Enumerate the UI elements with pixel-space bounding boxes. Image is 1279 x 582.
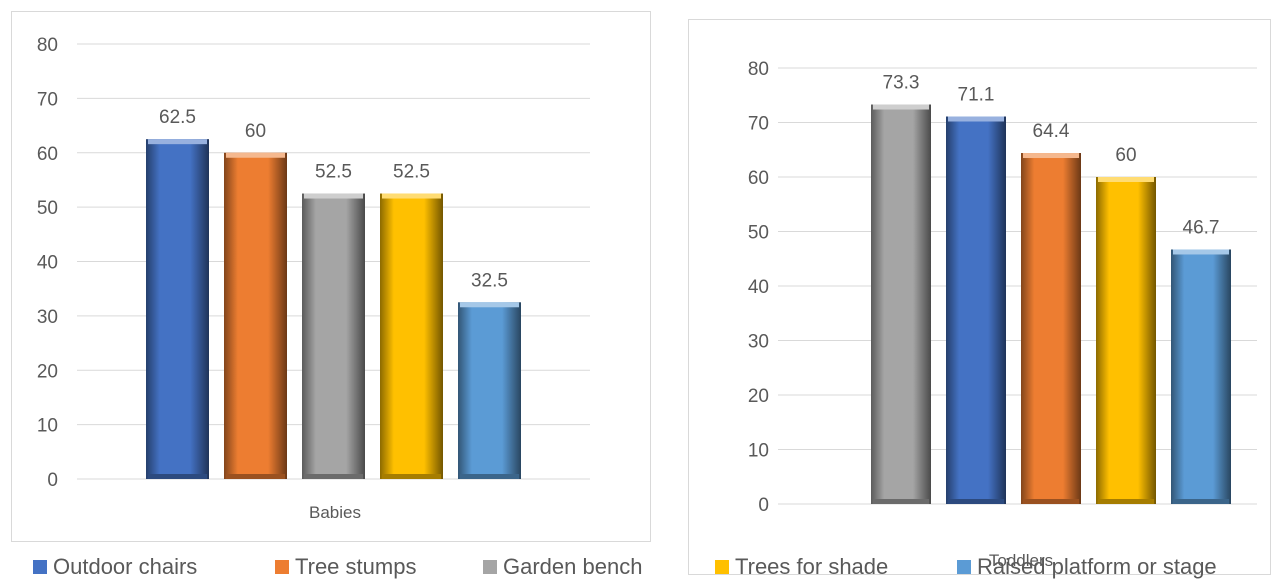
legend-item-garden-bench: Garden bench xyxy=(483,554,642,580)
toddlers-chart-svg: 0 10 20 30 40 50 60 70 80 73.3 71.1 64.4 60 46.7 Toddl… xyxy=(748,59,1257,570)
legend-label: Trees for shade xyxy=(735,554,889,579)
bar-foot-tree-stumps xyxy=(226,474,285,479)
data-label-outdoor-chairs: 62.5 xyxy=(159,107,196,128)
y-tick-label: 40 xyxy=(748,277,769,298)
bar-outdoor-chairs xyxy=(146,139,209,479)
toddlers-chart-panel: 0 10 20 30 40 50 60 70 80 73.3 71.1 64.4 60 46.7 Toddl… xyxy=(688,19,1271,575)
y-tick-label: 30 xyxy=(748,332,769,353)
bar-tree-stumps xyxy=(1021,153,1081,504)
y-tick-label: 60 xyxy=(748,168,769,189)
y-tick-label: 50 xyxy=(748,223,769,244)
legend-swatch-tree-stumps xyxy=(275,560,289,574)
bar-trees-for-shade xyxy=(1096,177,1156,504)
y-tick-label: 50 xyxy=(37,198,58,219)
bar-foot-outdoor-chairs xyxy=(148,474,207,479)
legend-swatch-garden-bench xyxy=(483,560,497,574)
legend-item-outdoor-chairs: Outdoor chairs xyxy=(33,554,197,580)
bar-foot-garden-bench xyxy=(304,474,363,479)
bar-cap-garden-bench xyxy=(873,104,929,110)
bar-outdoor-chairs xyxy=(946,116,1006,504)
data-label-tree-stumps: 64.4 xyxy=(1033,121,1070,142)
y-tick-label: 0 xyxy=(47,470,58,491)
legend: Outdoor chairs Tree stumps Garden bench … xyxy=(0,554,1279,582)
bar-garden-bench xyxy=(871,104,931,504)
bar-foot-garden-bench xyxy=(873,499,929,504)
legend-label: Garden bench xyxy=(503,554,643,579)
bar-cap-garden-bench xyxy=(304,193,363,199)
bar-foot-outdoor-chairs xyxy=(948,499,1004,504)
data-label-tree-stumps: 60 xyxy=(245,121,266,142)
legend-item-tree-stumps: Tree stumps xyxy=(275,554,416,580)
bar-cap-trees-for-shade xyxy=(1098,177,1154,182)
data-label-trees-for-shade: 60 xyxy=(1115,145,1136,166)
data-label-trees-for-shade: 52.5 xyxy=(393,162,430,183)
babies-chart-svg: 0 10 20 30 40 50 60 70 80 62.5 60 52.5 52.5 32.5 Babie… xyxy=(37,35,590,522)
legend-swatch-outdoor-chairs xyxy=(33,560,47,574)
legend-label: Tree stumps xyxy=(295,554,417,579)
bar-cap-raised-platform-or-stage xyxy=(1173,249,1229,255)
bar-raised-platform-or-stage xyxy=(458,302,521,479)
y-tick-label: 0 xyxy=(758,495,769,516)
legend-swatch-trees-for-shade xyxy=(715,560,729,574)
y-tick-label: 80 xyxy=(748,59,769,80)
y-tick-label: 10 xyxy=(37,416,58,437)
bar-foot-trees-for-shade xyxy=(1098,499,1154,504)
bar-raised-platform-or-stage xyxy=(1171,249,1231,504)
y-tick-label: 20 xyxy=(37,361,58,382)
y-tick-label: 10 xyxy=(748,441,769,462)
y-tick-label: 70 xyxy=(748,114,769,135)
bar-cap-tree-stumps xyxy=(226,152,285,158)
bar-foot-trees-for-shade xyxy=(382,474,441,479)
bar-cap-outdoor-chairs xyxy=(148,139,207,145)
y-tick-label: 20 xyxy=(748,386,769,407)
bar-cap-raised-platform-or-stage xyxy=(460,302,519,308)
bar-foot-tree-stumps xyxy=(1023,499,1079,504)
legend-item-raised-platform: Raised platform or stage xyxy=(957,554,1217,580)
legend-swatch-raised-platform xyxy=(957,560,971,574)
data-label-garden-bench: 52.5 xyxy=(315,162,352,183)
bar-cap-tree-stumps xyxy=(1023,153,1079,159)
bar-cap-trees-for-shade xyxy=(382,193,441,199)
bar-cap-outdoor-chairs xyxy=(948,116,1004,122)
data-label-outdoor-chairs: 71.1 xyxy=(958,85,995,106)
bar-tree-stumps xyxy=(224,152,287,479)
legend-label: Raised platform or stage xyxy=(977,554,1217,579)
legend-item-trees-for-shade: Trees for shade xyxy=(715,554,888,580)
bar-foot-raised-platform-or-stage xyxy=(460,474,519,479)
bar-foot-raised-platform-or-stage xyxy=(1173,499,1229,504)
y-tick-label: 60 xyxy=(37,144,58,165)
bar-trees-for-shade xyxy=(380,193,443,479)
data-label-garden-bench: 73.3 xyxy=(883,73,920,94)
x-category-label: Babies xyxy=(309,503,361,522)
x-category-label: Toddlers xyxy=(989,551,1053,570)
legend-label: Outdoor chairs xyxy=(53,554,198,579)
y-tick-label: 30 xyxy=(37,307,58,328)
y-tick-label: 40 xyxy=(37,253,58,274)
babies-chart-panel: 0 10 20 30 40 50 60 70 80 62.5 60 52.5 52.5 32.5 Babie… xyxy=(11,11,651,542)
data-label-raised-platform-or-stage: 32.5 xyxy=(471,270,508,291)
y-tick-label: 80 xyxy=(37,35,58,56)
y-tick-label: 70 xyxy=(37,89,58,110)
bar-garden-bench xyxy=(302,193,365,479)
data-label-raised-platform-or-stage: 46.7 xyxy=(1183,217,1220,238)
